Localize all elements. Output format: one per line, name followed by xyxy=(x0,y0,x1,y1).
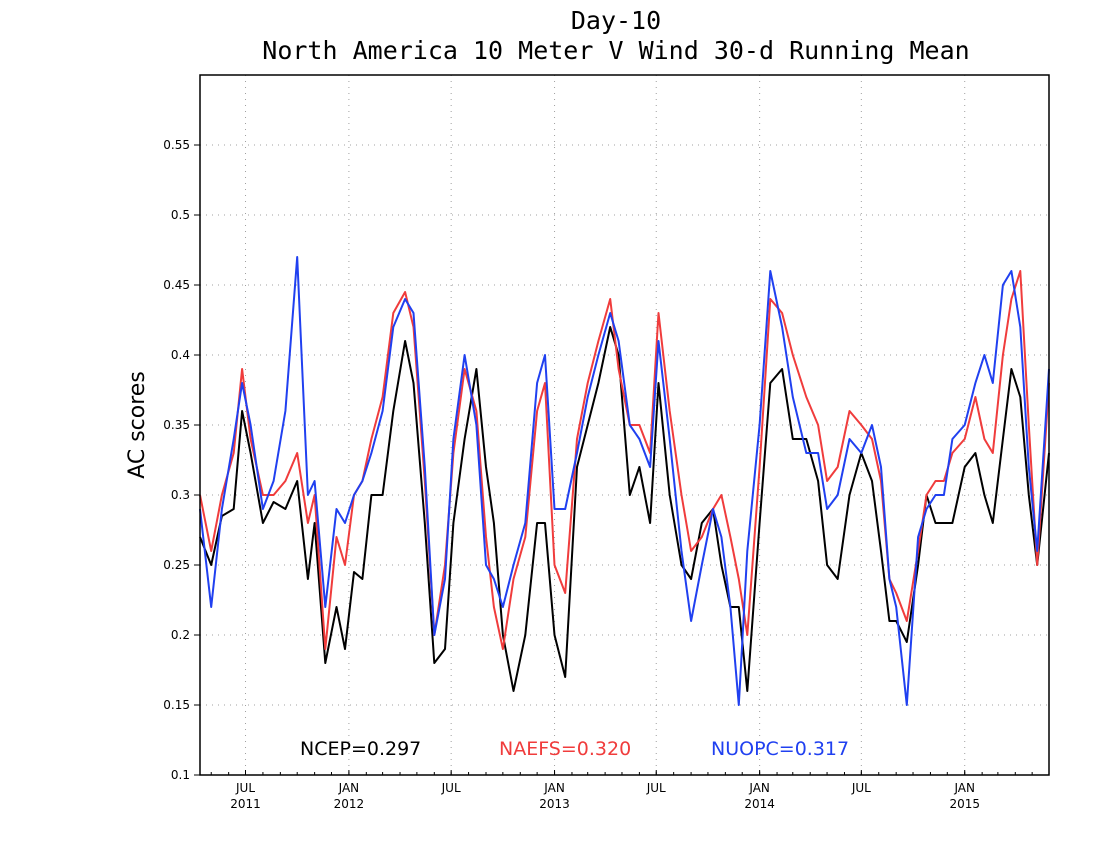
series-lines xyxy=(200,257,1049,705)
y-tick-label: 0.2 xyxy=(171,628,190,642)
y-tick-label: 0.3 xyxy=(171,488,190,502)
x-tick-label: JAN xyxy=(953,781,975,795)
x-tick-year-label: 2014 xyxy=(744,797,775,811)
x-tick-label: JAN xyxy=(748,781,770,795)
chart-subtitle: North America 10 Meter V Wind 30-d Runni… xyxy=(262,36,969,65)
y-tick-label: 0.4 xyxy=(171,348,190,362)
x-tick-label: JAN xyxy=(338,781,360,795)
x-tick-year-label: 2012 xyxy=(334,797,365,811)
chart-title: Day-10 xyxy=(571,6,661,35)
x-axis: JUL 2011 JAN 2012 JUL JAN 2013 JUL JAN 2014 JUL JAN… xyxy=(211,770,1032,811)
y-tick-label: 0.55 xyxy=(163,138,190,152)
y-tick-label: 0.35 xyxy=(163,418,190,432)
y-tick-label: 0.45 xyxy=(163,278,190,292)
y-tick-label: 0.5 xyxy=(171,208,190,222)
y-tick-label: 0.1 xyxy=(171,768,190,782)
y-axis: 0.1 0.15 0.2 0.25 0.3 0.35 0.4 0.45 0.5 0.55 xyxy=(163,138,200,782)
x-tick-year-label: 2013 xyxy=(539,797,570,811)
legend-nuopc: NUOPC=0.317 xyxy=(711,738,849,760)
x-tick-year-label: 2015 xyxy=(949,797,980,811)
y-tick-label: 0.15 xyxy=(163,698,190,712)
x-tick-label: JUL xyxy=(235,781,255,795)
x-tick-year-label: 2011 xyxy=(230,797,261,811)
y-tick-label: 0.25 xyxy=(163,558,190,572)
x-tick-label: JUL xyxy=(851,781,871,795)
legend-ncep: NCEP=0.297 xyxy=(300,738,421,760)
x-tick-label: JUL xyxy=(441,781,461,795)
x-tick-label: JUL xyxy=(646,781,666,795)
legend-naefs: NAEFS=0.320 xyxy=(499,738,631,760)
chart-canvas: Day-10 North America 10 Meter V Wind 30-… xyxy=(0,0,1100,850)
x-tick-label: JAN xyxy=(543,781,565,795)
y-axis-label: AC scores xyxy=(125,371,150,479)
